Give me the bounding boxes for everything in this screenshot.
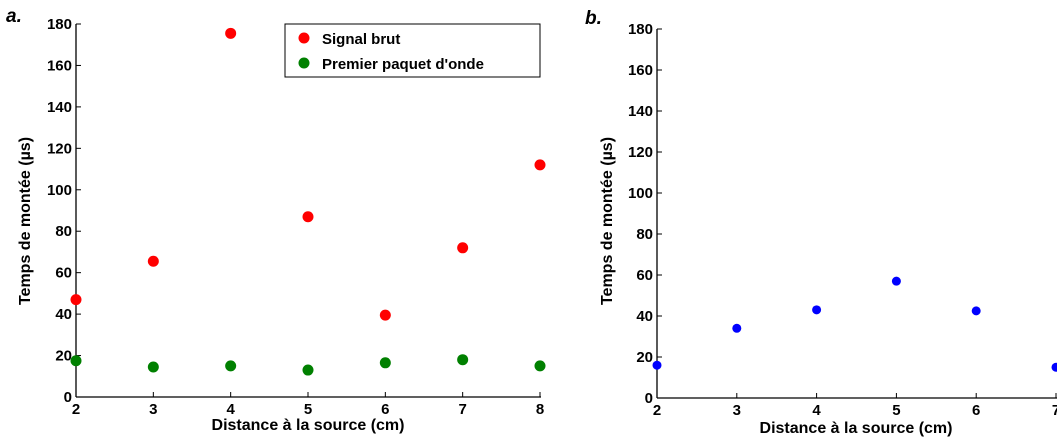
chart-b-y-axis-label: Temps de montée (µs): [599, 137, 616, 305]
chart-b-y-tick-label: 80: [636, 226, 653, 243]
chart-a-series-0-point: [379, 309, 391, 321]
chart-a-panel-label: a.: [6, 6, 22, 27]
chart-b-x-tick-label: 6: [972, 402, 980, 419]
chart-a-series-1-point: [534, 360, 546, 372]
chart-b-series-0-point: [971, 306, 981, 316]
chart-b-y-tick-label: 120: [628, 144, 653, 161]
chart-b-y-tick-label: 100: [628, 185, 653, 202]
chart-b-series-0-point: [812, 305, 822, 315]
chart-b-y-tick-label: 40: [636, 308, 653, 325]
chart-b-y-tick-label: 60: [636, 267, 653, 284]
chart-a-y-tick-label: 80: [55, 223, 72, 240]
chart-a: a. 0 20 40 60 80 100 120 140 160 180 2 3 4 5 6 7 8 Dist…: [6, 6, 546, 434]
chart-a-legend-marker-signal-brut: [298, 32, 310, 44]
chart-a-series-0-point: [70, 294, 82, 306]
chart-b-x-ticks: 2 3 4 5 6 7: [653, 393, 1057, 419]
chart-a-y-tick-label: 120: [47, 140, 72, 157]
chart-a-x-tick-label: 7: [458, 401, 466, 418]
chart-a-y-tick-label: 100: [47, 182, 72, 199]
chart-b-x-tick-label: 5: [892, 402, 900, 419]
chart-a-series-1-point: [70, 355, 82, 367]
chart-a-series-1-point: [147, 361, 159, 373]
chart-b-y-tick-label: 140: [628, 103, 653, 120]
chart-a-x-ticks: 2 3 4 5 6 7 8: [72, 392, 544, 418]
chart-a-y-axis-label: Temps de montée (µs): [17, 137, 34, 305]
chart-b-y-tick-label: 180: [628, 21, 653, 38]
chart-a-series-1-point: [225, 360, 237, 372]
chart-b-points: [652, 276, 1057, 372]
chart-a-x-tick-label: 2: [72, 401, 80, 418]
chart-b: b. 0 20 40 60 80 100 120 140 160 180 2 3 4 5 6 7 Dista…: [585, 8, 1057, 437]
chart-b-y-tick-label: 160: [628, 62, 653, 79]
chart-a-x-tick-label: 3: [149, 401, 157, 418]
chart-a-series-0-point: [457, 242, 469, 254]
chart-a-legend-label-premier-paquet: Premier paquet d'onde: [322, 56, 484, 73]
chart-b-y-tick-label: 0: [645, 390, 653, 407]
chart-b-x-tick-label: 2: [653, 402, 661, 419]
chart-b-y-tick-label: 20: [636, 349, 653, 366]
chart-a-series-1-point: [457, 354, 469, 366]
chart-a-x-tick-label: 8: [536, 401, 544, 418]
chart-a-legend-label-signal-brut: Signal brut: [322, 31, 400, 48]
chart-a-y-tick-label: 140: [47, 99, 72, 116]
chart-b-series-0-point: [732, 323, 742, 333]
chart-a-y-tick-label: 20: [55, 348, 72, 365]
chart-a-series-0-point: [534, 159, 546, 171]
chart-b-x-tick-label: 3: [733, 402, 741, 419]
chart-a-x-tick-label: 6: [381, 401, 389, 418]
chart-b-y-ticks: 0 20 40 60 80 100 120 140 160 180: [628, 21, 662, 407]
chart-a-legend-box: [284, 23, 541, 78]
chart-a-series-0-point: [147, 255, 159, 267]
chart-a-series-0-point: [302, 211, 314, 223]
chart-a-y-tick-label: 60: [55, 265, 72, 282]
chart-a-x-tick-label: 5: [304, 401, 312, 418]
chart-a-y-ticks: 0 20 40 60 80 100 120 140 160 180: [47, 16, 81, 406]
chart-a-x-axis-label: Distance à la source (cm): [212, 417, 405, 434]
chart-a-y-tick-label: 180: [47, 16, 72, 33]
chart-b-series-0-point: [1051, 362, 1057, 372]
chart-b-x-tick-label: 7: [1052, 402, 1057, 419]
chart-a-x-tick-label: 4: [226, 401, 235, 418]
chart-a-y-tick-label: 0: [64, 389, 72, 406]
chart-a-y-tick-label: 160: [47, 57, 72, 74]
chart-a-series-1-point: [379, 357, 391, 369]
chart-a-points: [70, 27, 546, 376]
chart-b-panel-label: b.: [585, 8, 602, 29]
chart-a-series-1-point: [302, 364, 314, 376]
chart-b-x-axis-label: Distance à la source (cm): [760, 420, 953, 437]
chart-b-series-0-point: [891, 276, 901, 286]
chart-b-series-0-point: [652, 360, 662, 370]
chart-a-legend: Signal brut Premier paquet d'onde: [284, 23, 541, 78]
chart-a-series-0-point: [225, 27, 237, 39]
chart-b-x-tick-label: 4: [812, 402, 821, 419]
chart-a-y-tick-label: 40: [55, 306, 72, 323]
chart-a-legend-marker-premier-paquet: [298, 57, 310, 69]
